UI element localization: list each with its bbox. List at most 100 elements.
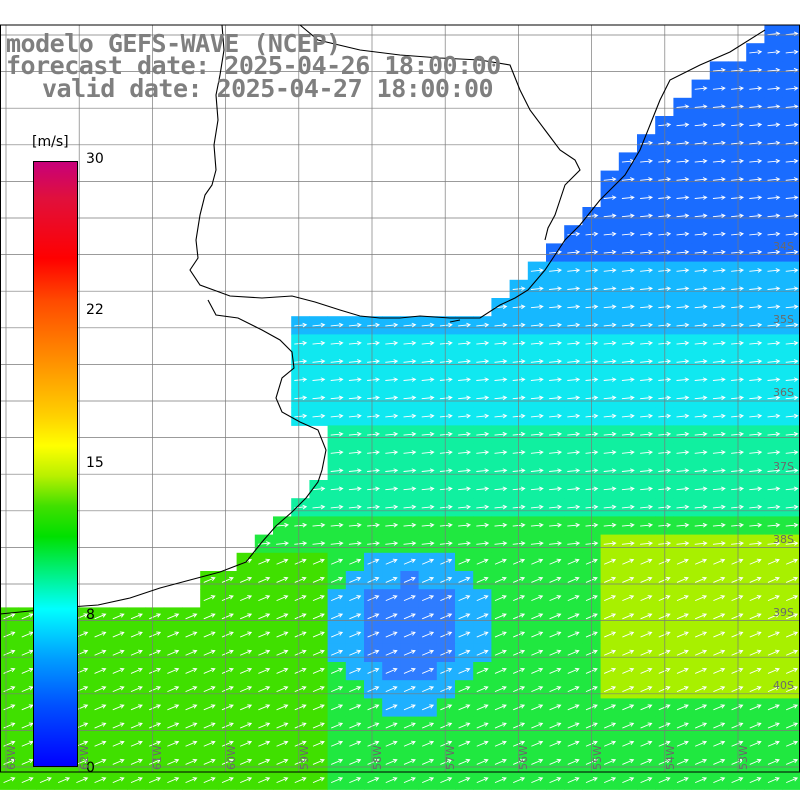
wind-arrow	[785, 86, 799, 91]
wind-arrow	[694, 122, 708, 128]
wind-arrow	[676, 249, 690, 255]
wind-arrow	[621, 431, 635, 437]
wind-arrow	[330, 395, 344, 401]
wind-arrow	[767, 249, 781, 255]
wind-arrow	[258, 686, 271, 693]
wind-arrow	[3, 613, 16, 620]
wind-arrow	[531, 758, 544, 765]
wind-arrow	[421, 740, 435, 747]
wind-arrow	[567, 613, 580, 620]
wind-arrow	[713, 777, 726, 784]
wind-arrow	[658, 576, 671, 583]
wind-arrow	[3, 722, 16, 729]
wind-arrow	[367, 777, 380, 784]
wind-arrow	[421, 450, 435, 455]
wind-arrow	[731, 340, 745, 346]
wind-arrow	[421, 686, 435, 693]
wind-arrow	[694, 704, 708, 711]
wind-arrow	[239, 686, 253, 693]
wind-arrow	[549, 377, 563, 382]
wind-arrow	[403, 758, 416, 765]
wind-arrow	[603, 613, 617, 620]
wind-arrow	[530, 340, 544, 346]
wind-arrow	[330, 595, 344, 602]
wind-arrow	[676, 558, 689, 565]
wind-arrow	[731, 522, 745, 528]
wind-arrow	[403, 450, 417, 455]
wind-arrow	[203, 704, 216, 711]
wind-arrow	[676, 322, 690, 328]
wind-arrow	[440, 631, 453, 638]
wind-arrow	[21, 722, 34, 729]
wind-arrow	[458, 340, 472, 346]
wind-arrow	[694, 541, 708, 546]
wind-arrow	[694, 722, 708, 729]
wind-arrow	[239, 758, 253, 765]
wind-arrow	[21, 686, 34, 693]
wind-arrow	[258, 576, 271, 583]
wind-arrow	[348, 359, 362, 364]
wind-arrow	[713, 576, 726, 583]
wind-arrow	[640, 177, 654, 182]
wind-arrow	[767, 231, 781, 237]
wind-arrow	[676, 758, 689, 765]
wind-arrow	[348, 340, 362, 346]
wind-arrow	[185, 740, 198, 747]
wind-arrow	[785, 558, 799, 565]
wind-arrow	[367, 340, 381, 346]
wind-arrow	[349, 667, 362, 674]
wind-arrow	[239, 595, 253, 602]
wind-arrow	[367, 504, 381, 510]
wind-arrow	[349, 722, 362, 729]
wind-arrow	[621, 213, 635, 219]
wind-arrow	[276, 649, 289, 656]
wind-arrow	[330, 722, 344, 729]
wind-arrow	[640, 286, 654, 291]
wind-arrow	[476, 595, 489, 602]
wind-arrow	[712, 286, 726, 291]
lon-label: 56W	[517, 745, 531, 770]
wind-arrow	[458, 431, 472, 437]
wind-arrow	[767, 722, 780, 729]
wind-arrow	[421, 777, 435, 784]
wind-arrow	[494, 595, 507, 602]
wind-arrow	[367, 631, 380, 638]
wind-arrow	[476, 541, 490, 546]
wind-arrow	[622, 595, 635, 602]
wind-arrow	[494, 359, 508, 364]
wind-arrow	[403, 558, 416, 565]
wind-arrow	[567, 450, 581, 455]
wind-arrow	[367, 704, 380, 711]
wind-arrow	[658, 631, 671, 638]
wind-arrow	[348, 377, 362, 382]
wind-arrow	[439, 522, 453, 528]
wind-arrow	[549, 649, 562, 656]
wind-arrow	[749, 541, 763, 546]
wind-arrow	[712, 377, 726, 382]
wind-arrow	[458, 450, 472, 455]
wind-arrow	[112, 613, 125, 620]
wind-arrow	[330, 504, 344, 510]
wind-arrow	[494, 486, 508, 492]
wind-arrow	[767, 377, 781, 382]
wind-arrow	[239, 777, 253, 784]
wind-arrow	[749, 758, 762, 765]
wind-arrow	[785, 195, 799, 200]
wind-arrow	[640, 541, 654, 546]
wind-arrow	[767, 49, 781, 55]
wind-arrow	[258, 558, 271, 565]
wind-arrow	[312, 777, 325, 784]
wind-arrow	[312, 322, 326, 328]
wind-arrow	[385, 541, 399, 546]
wind-arrow	[112, 686, 125, 693]
wind-arrow	[294, 667, 307, 674]
wind-arrow	[512, 777, 526, 784]
wind-arrow	[476, 431, 490, 437]
wind-arrow	[767, 704, 780, 711]
wind-arrow	[676, 631, 689, 638]
wind-arrow	[549, 667, 562, 674]
wind-arrow	[21, 704, 34, 711]
wind-arrow	[476, 322, 490, 328]
wind-arrow	[76, 722, 89, 729]
wind-arrow	[640, 504, 654, 510]
